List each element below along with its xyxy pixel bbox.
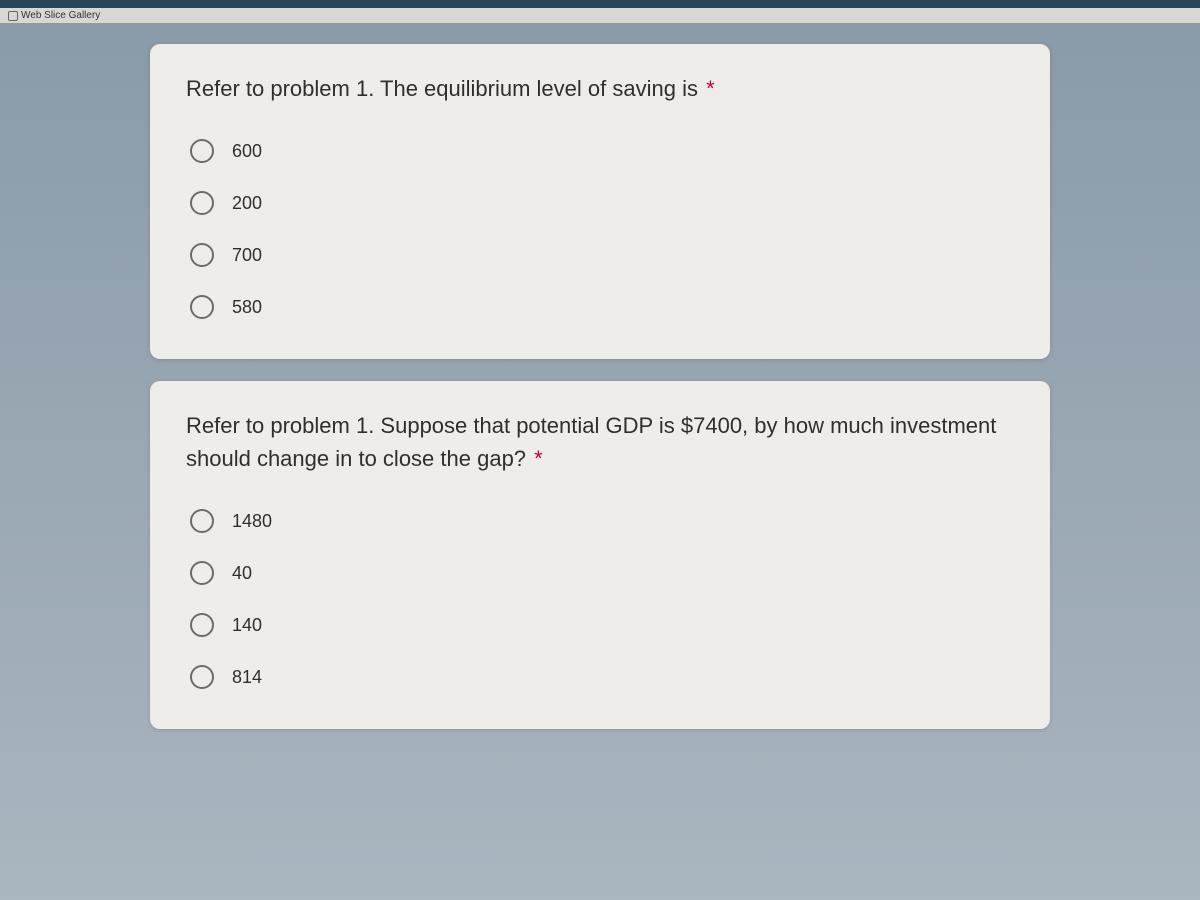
question-card: Refer to problem 1. Suppose that potenti… xyxy=(150,381,1050,729)
option[interactable]: 600 xyxy=(186,129,1014,173)
question-text: Refer to problem 1. The equilibrium leve… xyxy=(186,72,1014,105)
option[interactable]: 580 xyxy=(186,285,1014,329)
favorites-bar: Web Slice Gallery xyxy=(0,8,1200,24)
radio-icon xyxy=(190,139,214,163)
option-label: 580 xyxy=(232,297,262,318)
option-label: 700 xyxy=(232,245,262,266)
option[interactable]: 700 xyxy=(186,233,1014,277)
favorite-label: Web Slice Gallery xyxy=(21,10,100,21)
option-label: 140 xyxy=(232,615,262,636)
option-label: 200 xyxy=(232,193,262,214)
question-text-content: Refer to problem 1. The equilibrium leve… xyxy=(186,76,698,101)
form-container: Refer to problem 1. The equilibrium leve… xyxy=(0,24,1200,729)
browser-topbar xyxy=(0,0,1200,8)
favorite-icon xyxy=(8,11,18,21)
radio-icon xyxy=(190,561,214,585)
option[interactable]: 1480 xyxy=(186,499,1014,543)
option[interactable]: 140 xyxy=(186,603,1014,647)
radio-icon xyxy=(190,295,214,319)
radio-icon xyxy=(190,665,214,689)
options-list: 1480 40 140 814 xyxy=(186,499,1014,699)
option[interactable]: 814 xyxy=(186,655,1014,699)
required-asterisk: * xyxy=(706,76,715,101)
favorites-bar-item[interactable]: Web Slice Gallery xyxy=(8,10,100,21)
option[interactable]: 40 xyxy=(186,551,1014,595)
question-text: Refer to problem 1. Suppose that potenti… xyxy=(186,409,1014,475)
option[interactable]: 200 xyxy=(186,181,1014,225)
required-asterisk: * xyxy=(534,446,543,471)
option-label: 814 xyxy=(232,667,262,688)
radio-icon xyxy=(190,191,214,215)
question-card: Refer to problem 1. The equilibrium leve… xyxy=(150,44,1050,359)
question-text-content: Refer to problem 1. Suppose that potenti… xyxy=(186,413,996,471)
radio-icon xyxy=(190,243,214,267)
radio-icon xyxy=(190,613,214,637)
option-label: 1480 xyxy=(232,511,272,532)
options-list: 600 200 700 580 xyxy=(186,129,1014,329)
option-label: 40 xyxy=(232,563,252,584)
radio-icon xyxy=(190,509,214,533)
option-label: 600 xyxy=(232,141,262,162)
